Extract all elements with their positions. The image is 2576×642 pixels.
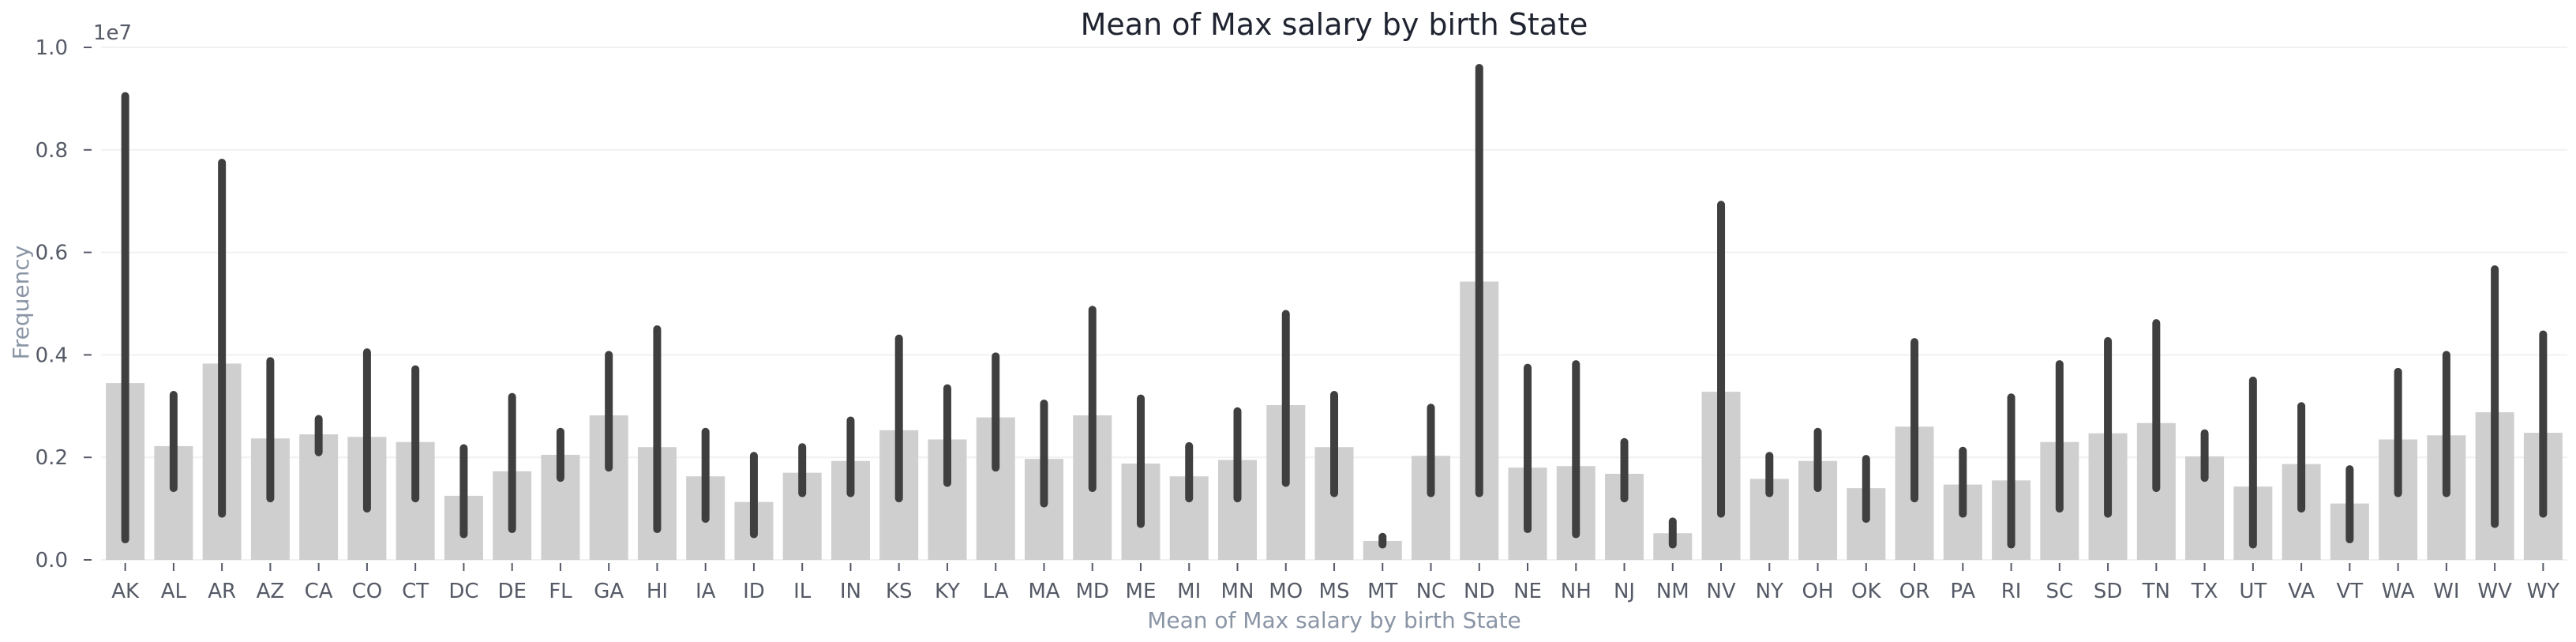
- x-tick-label: MN: [1221, 580, 1254, 603]
- x-tick-label: SC: [2045, 580, 2073, 603]
- x-tick-label: ME: [1126, 580, 1157, 603]
- x-tick-label: UT: [2239, 580, 2267, 603]
- x-tick-label: ND: [1464, 580, 1494, 603]
- x-tick-label: AZ: [257, 580, 285, 603]
- x-tick-label: WV: [2477, 580, 2512, 603]
- y-axis-offset-label: 1e7: [93, 21, 132, 45]
- x-tick-label: DE: [497, 580, 526, 603]
- x-tick-label: CA: [305, 580, 333, 603]
- x-tick-label: NE: [1513, 580, 1542, 603]
- y-tick-label: 0.8: [36, 139, 68, 163]
- x-tick-label: MS: [1319, 580, 1350, 603]
- x-tick-label: OH: [1802, 580, 1834, 603]
- x-tick-label: DC: [448, 580, 478, 603]
- x-tick-label: KS: [886, 580, 913, 603]
- x-tick-label: TN: [2142, 580, 2170, 603]
- x-tick-label: ID: [743, 580, 765, 603]
- x-tick-label: LA: [983, 580, 1009, 603]
- x-tick-label: VT: [2337, 580, 2364, 603]
- x-tick-label: NM: [1656, 580, 1689, 603]
- x-tick-label: OR: [1899, 580, 1930, 603]
- x-tick-label: PA: [1950, 580, 1975, 603]
- x-tick-label: HI: [647, 580, 668, 603]
- x-axis-ticks: AK AL AR AZ CA CO CT DC DE FL GA HI IA ID IL IN KS KY LA MA…: [111, 563, 2559, 603]
- y-tick-label: 0.0: [36, 549, 68, 573]
- x-tick-label: WI: [2433, 580, 2459, 603]
- x-tick-label: IL: [793, 580, 812, 603]
- x-tick-label: KY: [935, 580, 960, 603]
- x-tick-label: IN: [840, 580, 861, 603]
- x-tick-label: MT: [1367, 580, 1397, 603]
- x-tick-label: TX: [2191, 580, 2218, 603]
- x-axis-label: Mean of Max salary by birth State: [1147, 607, 1521, 633]
- x-tick-label: RI: [2001, 580, 2022, 603]
- x-tick-label: MA: [1028, 580, 1059, 603]
- error-bars: [121, 63, 2548, 549]
- y-tick-label: 0.6: [36, 242, 68, 265]
- x-tick-label: WA: [2382, 580, 2415, 603]
- x-tick-label: MO: [1269, 580, 1303, 603]
- x-tick-label: AL: [161, 580, 187, 603]
- x-tick-label: NV: [1706, 580, 1735, 603]
- y-axis-label: Frequency: [8, 246, 34, 360]
- x-tick-label: AR: [208, 580, 236, 603]
- x-tick-label: SD: [2094, 580, 2123, 603]
- y-tick-label: 1.0: [36, 36, 68, 60]
- x-tick-label: NH: [1561, 580, 1592, 603]
- x-tick-label: AK: [111, 580, 140, 603]
- x-tick-label: MI: [1177, 580, 1201, 603]
- x-tick-label: GA: [594, 580, 624, 603]
- x-tick-label: WY: [2527, 580, 2560, 603]
- x-tick-label: NC: [1416, 580, 1446, 603]
- y-tick-label: 0.4: [36, 344, 68, 367]
- x-tick-label: IA: [696, 580, 716, 603]
- y-tick-label: 0.2: [36, 446, 68, 470]
- x-tick-label: CT: [402, 580, 429, 603]
- x-tick-label: CO: [352, 580, 383, 603]
- x-tick-label: FL: [549, 580, 572, 603]
- x-tick-label: OK: [1851, 580, 1881, 603]
- y-axis-ticks: 0.0 0.2 0.4 0.6 0.8 1.0: [36, 36, 92, 573]
- x-tick-label: MD: [1075, 580, 1108, 603]
- chart-title: Mean of Max salary by birth State: [1081, 7, 1588, 42]
- x-tick-label: NY: [1756, 580, 1783, 603]
- x-tick-label: NJ: [1614, 580, 1635, 603]
- x-tick-label: VA: [2288, 580, 2315, 603]
